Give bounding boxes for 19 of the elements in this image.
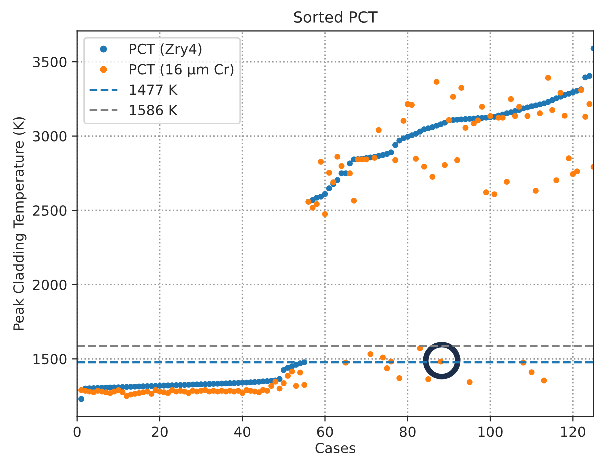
x-tick-label: 100 xyxy=(478,426,503,438)
x-tick-label: 0 xyxy=(74,426,81,438)
legend-label: 1477 K xyxy=(130,84,178,95)
legend-label: PCT (16 μm Cr) xyxy=(130,64,234,78)
chart-title: Sorted PCT xyxy=(294,11,378,24)
y-tick-label: 3500 xyxy=(33,57,67,68)
x-tick-label: 60 xyxy=(317,426,334,438)
x-tick-label: 80 xyxy=(400,426,416,438)
x-tick-label: 120 xyxy=(561,426,586,438)
legend-label: 1586 K xyxy=(130,105,178,116)
y-axis-title: Peak Cladding Temperature (K) xyxy=(13,118,27,330)
legend-label: PCT (Zry4) xyxy=(130,44,202,58)
y-tick-label: 2500 xyxy=(33,206,67,216)
y-tick-label: 1500 xyxy=(34,354,67,365)
x-tick-label: 20 xyxy=(152,426,168,438)
y-tick-label: 2000 xyxy=(33,280,67,290)
x-axis-title: Cases xyxy=(316,442,356,454)
y-tick-label: 3000 xyxy=(33,131,67,142)
x-tick-label: 40 xyxy=(234,426,251,438)
